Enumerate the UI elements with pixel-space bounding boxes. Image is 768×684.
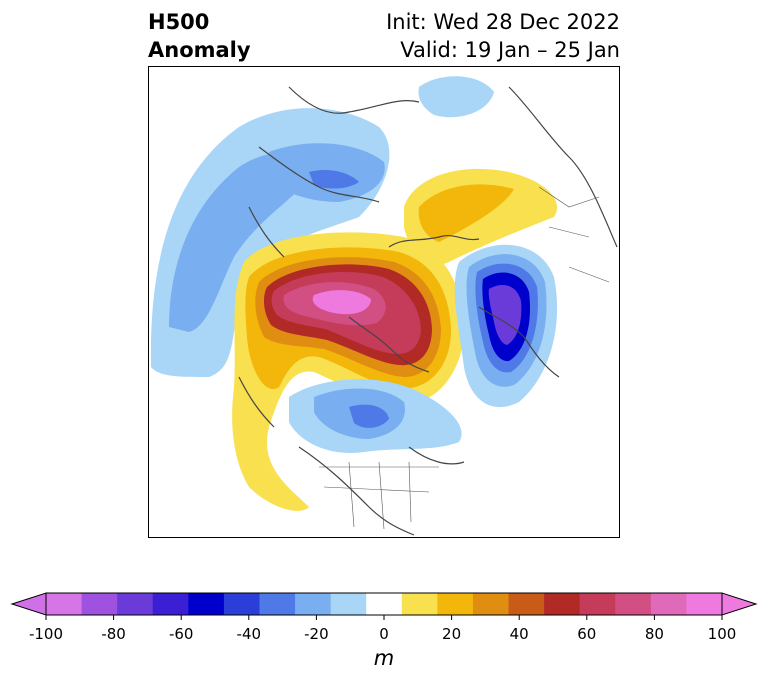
anomaly-map-graphic <box>150 76 618 536</box>
negative-anomaly-europe-core <box>488 285 522 345</box>
colorbar-segment <box>401 593 438 615</box>
negative-anomaly-pacific-core <box>169 152 319 332</box>
colorbar-segment <box>330 593 367 615</box>
colorbar-under-extension <box>10 592 47 616</box>
colorbar-tick-label: 60 <box>577 625 597 643</box>
map-title: H500 Anomaly <box>148 8 251 64</box>
colorbar-segment <box>81 593 118 615</box>
colorbar-tick-label: -80 <box>101 625 126 643</box>
colorbar-segment <box>615 593 652 615</box>
colorbar-tick-label: 100 <box>707 625 737 643</box>
colorbar-unit: m <box>373 646 395 670</box>
positive-anomaly-greenland-core <box>418 184 514 242</box>
title-line-1: H500 <box>148 10 210 34</box>
colorbar-segment <box>508 593 545 615</box>
colorbar <box>0 588 768 628</box>
colorbar-over-extension <box>721 592 758 616</box>
colorbar-segment <box>188 593 225 615</box>
colorbar-segment <box>46 593 83 615</box>
anomaly-map <box>148 66 620 538</box>
colorbar-tick-label: 0 <box>379 625 389 643</box>
colorbar-segment <box>259 593 296 615</box>
colorbar-segment <box>295 593 332 615</box>
init-date: Init: Wed 28 Dec 2022 <box>386 10 620 34</box>
negative-anomaly-north <box>418 76 494 118</box>
colorbar-tick-label: -20 <box>304 625 329 643</box>
valid-range: Valid: 19 Jan – 25 Jan <box>400 38 620 62</box>
colorbar-segment <box>650 593 687 615</box>
colorbar-tick-label: -40 <box>236 625 262 643</box>
colorbar-tick-label: 40 <box>509 625 529 643</box>
negative-anomaly-namerica-core <box>349 404 389 428</box>
colorbar-tick-label: 20 <box>442 625 462 643</box>
political-borders <box>319 186 610 530</box>
colorbar-tick-label: -100 <box>28 625 64 643</box>
colorbar-segment <box>544 593 581 615</box>
colorbar-segment <box>437 593 474 615</box>
negative-anomaly-siberia-core <box>309 170 359 189</box>
colorbar-segment <box>472 593 510 615</box>
map-dates: Init: Wed 28 Dec 2022 Valid: 19 Jan – 25… <box>386 8 620 64</box>
positive-anomaly-polar-core <box>312 290 371 315</box>
colorbar-segment <box>579 593 616 615</box>
colorbar-segment <box>686 593 723 615</box>
colorbar-segment <box>366 593 403 615</box>
colorbar-graphic <box>10 592 758 620</box>
colorbar-segment <box>152 593 189 615</box>
colorbar-segment <box>117 593 154 615</box>
title-line-2: Anomaly <box>148 38 251 62</box>
coastlines <box>238 86 618 536</box>
colorbar-tick-label: 80 <box>644 625 664 643</box>
colorbar-tick-label: -60 <box>168 625 194 643</box>
colorbar-segment <box>223 593 260 615</box>
